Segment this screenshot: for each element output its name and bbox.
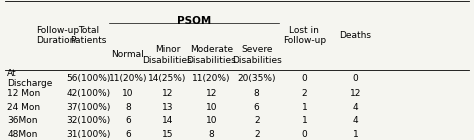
Text: 36Mon: 36Mon: [7, 116, 37, 125]
Text: 2: 2: [301, 89, 307, 98]
Text: 11(20%): 11(20%): [192, 74, 231, 83]
Text: 0: 0: [353, 74, 358, 83]
Text: 4: 4: [353, 116, 358, 125]
Text: 42(100%): 42(100%): [66, 89, 110, 98]
Text: 12: 12: [162, 89, 173, 98]
Text: 2: 2: [254, 130, 260, 139]
Text: 10: 10: [122, 89, 134, 98]
Text: 31(100%): 31(100%): [66, 130, 110, 139]
Text: PSOM: PSOM: [177, 16, 211, 26]
Text: 0: 0: [301, 74, 307, 83]
Text: 6: 6: [254, 102, 260, 112]
Text: 1: 1: [301, 102, 307, 112]
Text: 1: 1: [353, 130, 358, 139]
Text: Deaths: Deaths: [339, 31, 372, 40]
Text: 48Mon: 48Mon: [7, 130, 37, 139]
Text: Total
Patients: Total Patients: [70, 26, 107, 45]
Text: 1: 1: [301, 116, 307, 125]
Text: 0: 0: [301, 130, 307, 139]
Text: 15: 15: [162, 130, 173, 139]
Text: 6: 6: [125, 116, 131, 125]
Text: 10: 10: [206, 116, 217, 125]
Text: 12 Mon: 12 Mon: [7, 89, 40, 98]
Text: 24 Mon: 24 Mon: [7, 102, 40, 112]
Text: 6: 6: [125, 130, 131, 139]
Text: 11(20%): 11(20%): [109, 74, 147, 83]
Text: Follow-up
Duration: Follow-up Duration: [36, 26, 79, 45]
Text: 14(25%): 14(25%): [148, 74, 186, 83]
Text: 37(100%): 37(100%): [66, 102, 110, 112]
Text: 32(100%): 32(100%): [66, 116, 110, 125]
Text: 56(100%): 56(100%): [66, 74, 110, 83]
Text: 8: 8: [209, 130, 214, 139]
Text: 4: 4: [353, 102, 358, 112]
Text: 13: 13: [162, 102, 173, 112]
Text: Moderate
Disabilities: Moderate Disabilities: [187, 45, 237, 65]
Text: At
Discharge: At Discharge: [7, 69, 53, 88]
Text: 10: 10: [206, 102, 217, 112]
Text: 8: 8: [125, 102, 131, 112]
Text: Severe
Disabilities: Severe Disabilities: [232, 45, 282, 65]
Text: 20(35%): 20(35%): [237, 74, 276, 83]
Text: Normal: Normal: [111, 50, 144, 59]
Text: 12: 12: [350, 89, 361, 98]
Text: 8: 8: [254, 89, 260, 98]
Text: Minor
Disabilities: Minor Disabilities: [143, 45, 192, 65]
Text: 2: 2: [254, 116, 260, 125]
Text: Lost in
Follow-up: Lost in Follow-up: [283, 26, 326, 45]
Text: 12: 12: [206, 89, 217, 98]
Text: 14: 14: [162, 116, 173, 125]
